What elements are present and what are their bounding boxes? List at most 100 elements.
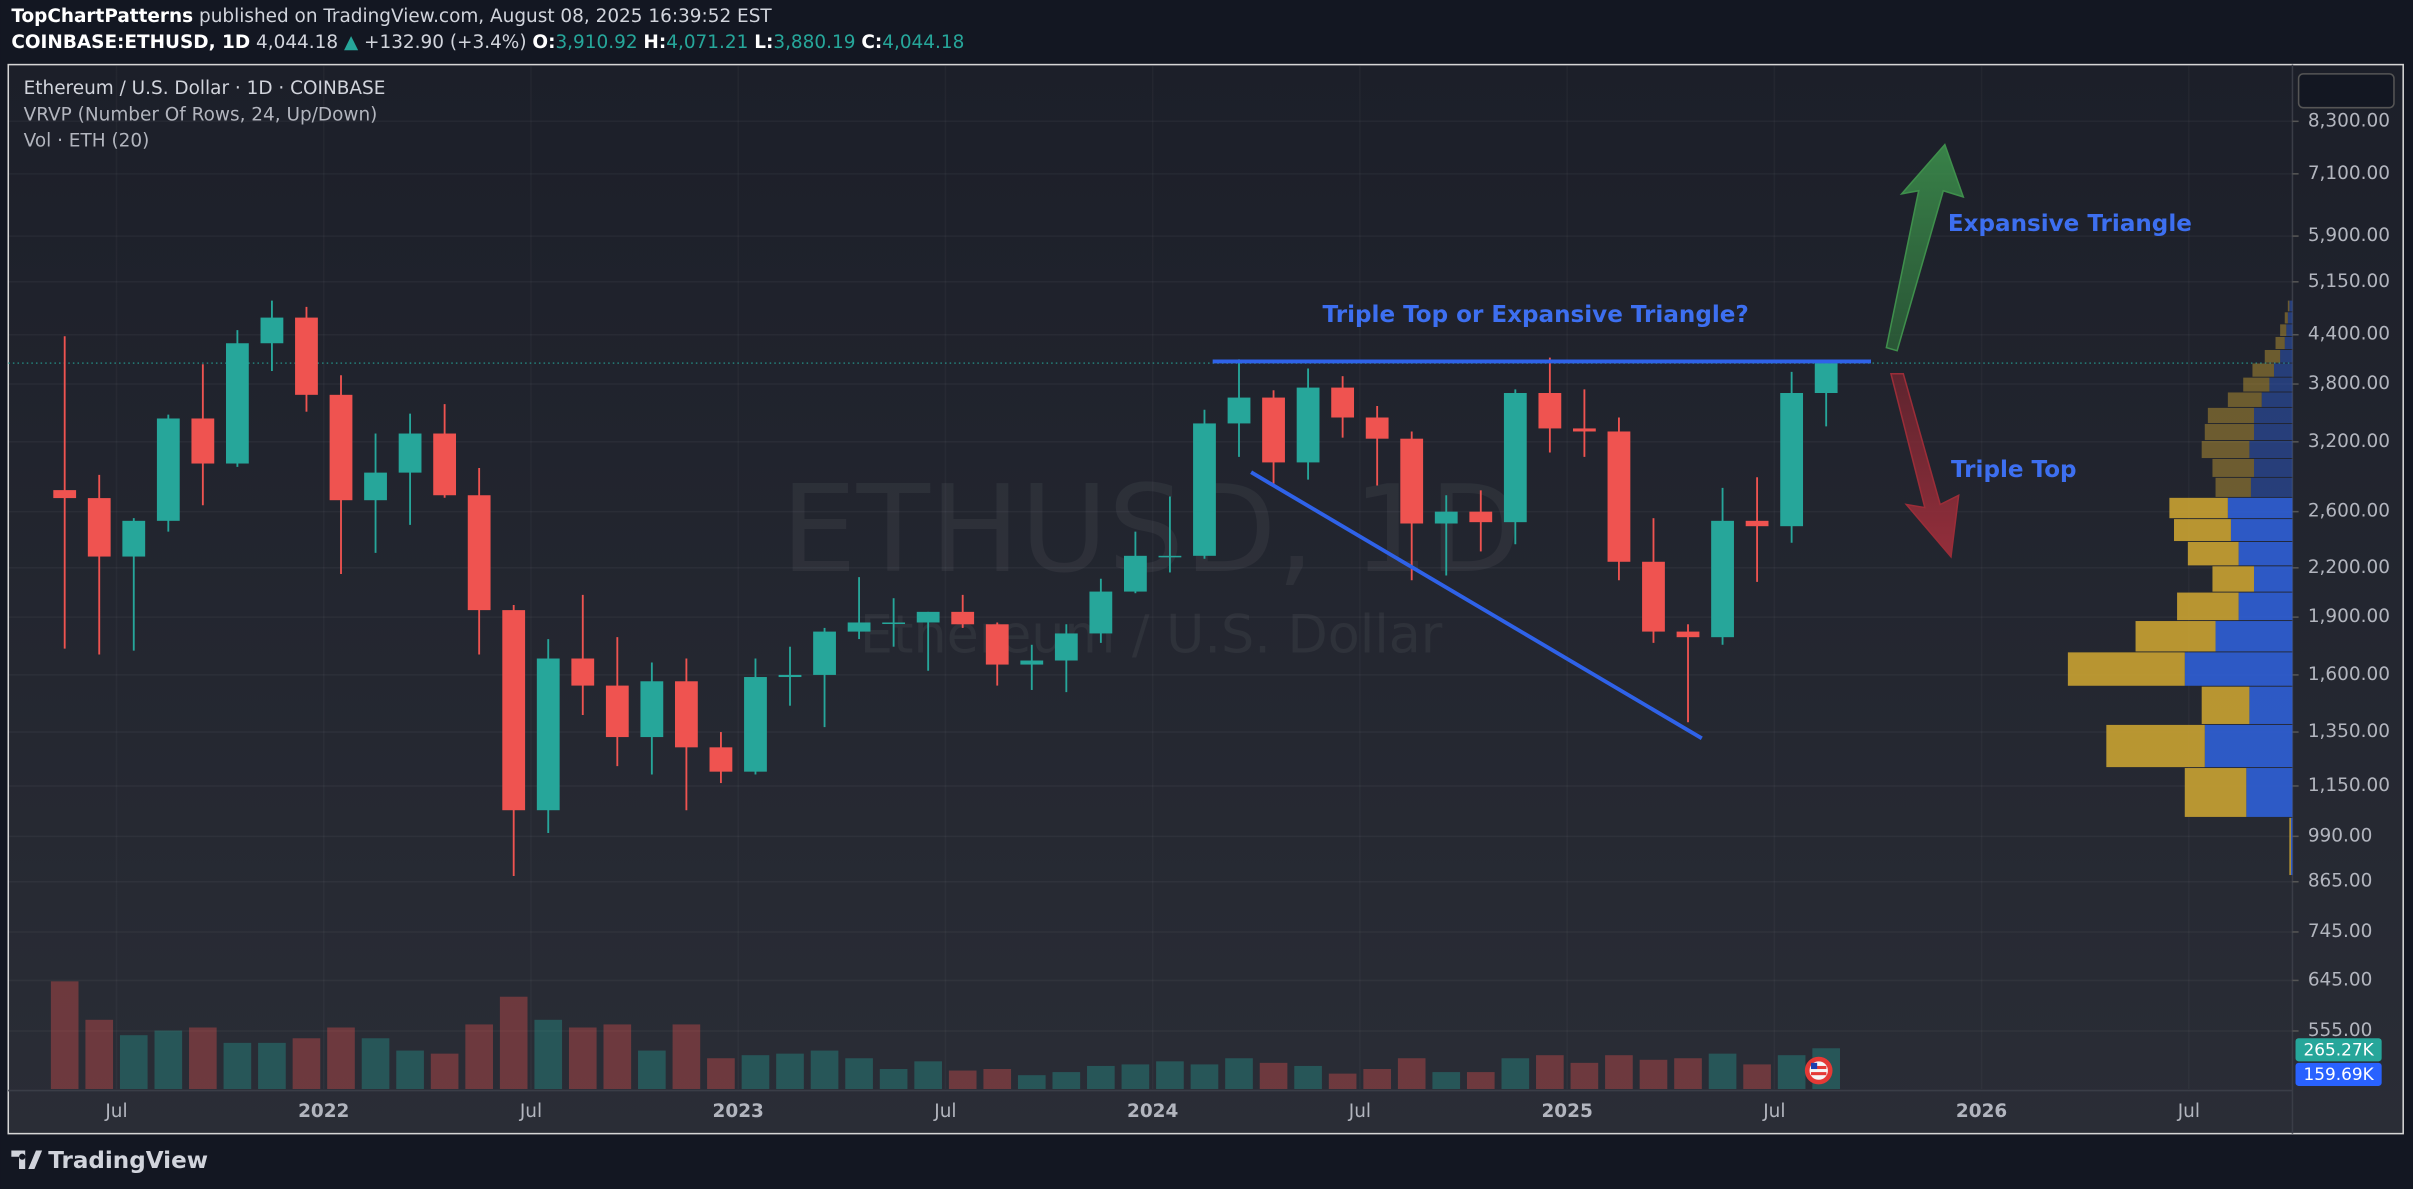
volume-bar: [396, 1050, 424, 1090]
profile-up: [2230, 519, 2293, 542]
volume-bar: [499, 996, 528, 1090]
volume-bar: [1777, 1055, 1806, 1090]
profile-up: [2238, 592, 2293, 621]
volume-bar: [879, 1069, 908, 1090]
candle-body: [1642, 561, 1665, 632]
volume-bar: [1052, 1072, 1081, 1090]
profile-up: [2284, 336, 2293, 350]
volume-bar: [1397, 1058, 1426, 1090]
y-tick-label: 7,100.00: [2308, 163, 2390, 184]
profile-down: [2227, 392, 2262, 407]
profile-down: [2187, 541, 2239, 566]
profile-up: [2261, 392, 2293, 407]
ohlc-label: C:: [861, 32, 882, 53]
y-tick-label: 1,150.00: [2308, 775, 2390, 796]
profile-up: [2286, 324, 2293, 337]
profile-up: [2250, 477, 2293, 497]
candle-body: [1089, 591, 1113, 634]
profile-down: [2106, 724, 2205, 768]
volume-bar: [810, 1050, 839, 1090]
x-tick-label: Jul: [933, 1101, 956, 1122]
profile-up: [2184, 652, 2293, 686]
candle-body: [640, 681, 664, 738]
profile-down: [2169, 497, 2228, 519]
grid: [8, 120, 2299, 1032]
volume-bar: [258, 1042, 286, 1090]
y-tick-label: 1,350.00: [2308, 721, 2390, 742]
profile-down: [2284, 312, 2288, 324]
profile-down: [2252, 363, 2274, 377]
labels: TopChartPatterns published on TradingVie…: [11, 6, 2390, 1174]
volume-bar: [534, 1019, 563, 1090]
candle-body: [1676, 631, 1700, 638]
y-tick-label: 865.00: [2308, 871, 2373, 892]
x-tick-label: 2026: [1956, 1101, 2007, 1122]
brand: TradingView: [48, 1148, 208, 1174]
profile-down: [2177, 592, 2239, 621]
volume-bar: [1639, 1059, 1668, 1090]
profile-down: [2135, 621, 2216, 652]
y-tick-label: 745.00: [2308, 921, 2373, 942]
profile-down: [2067, 652, 2185, 686]
x-tick-label: 2022: [298, 1101, 349, 1122]
volume-bar: [1466, 1072, 1495, 1090]
volume-bar: [85, 1019, 114, 1090]
volume-bar: [154, 1030, 183, 1090]
y-tick-label: 2,200.00: [2308, 557, 2390, 578]
published: published on TradingView.com, August 08,…: [199, 6, 772, 27]
volume-bar: [1674, 1058, 1702, 1090]
candle-body: [1262, 397, 1285, 463]
candle-body: [1331, 387, 1355, 418]
candle-body: [1434, 511, 1458, 524]
volume-label-box: [2295, 1038, 2382, 1062]
volume-label: 159.69K: [2303, 1064, 2374, 1084]
candle-body: [1054, 633, 1078, 661]
volume-bar: [1190, 1064, 1219, 1090]
volume-bar: [465, 1024, 493, 1090]
candle-body: [1573, 428, 1596, 432]
profile-up: [2238, 541, 2293, 566]
profile-up: [2253, 566, 2293, 592]
candle-body: [329, 394, 353, 501]
y-tick-label: 645.00: [2308, 969, 2373, 990]
ohlc-value: 4,071.21: [666, 32, 748, 53]
profile-up: [2246, 768, 2293, 817]
candle-body: [1365, 417, 1389, 439]
profile-up: [2269, 377, 2293, 392]
publish-line: TopChartPatterns published on TradingVie…: [11, 6, 772, 27]
volume-bar: [1363, 1069, 1391, 1090]
price: 4,044.18: [256, 32, 338, 53]
volume-bar: [1156, 1061, 1184, 1090]
profile-up: [2289, 300, 2293, 312]
volume-bar: [1259, 1062, 1288, 1090]
change: +132.90 (+3.4%): [364, 32, 527, 53]
candle-body: [1538, 393, 1562, 429]
y-tick-label: 3,800.00: [2308, 373, 2390, 394]
ohlc-label: H:: [643, 32, 666, 53]
profile-up: [2280, 349, 2293, 363]
annotation: Triple Top or Expansive Triangle?: [1323, 302, 1749, 328]
candle-body: [674, 681, 698, 748]
candle-body: [1503, 393, 1527, 523]
currency-button[interactable]: [2297, 73, 2395, 109]
volume: [50, 981, 1840, 1090]
y-tick-label: 1,600.00: [2308, 664, 2390, 685]
candle-body: [985, 624, 1009, 665]
volume-bar: [776, 1053, 804, 1090]
volume-bar: [983, 1069, 1012, 1090]
profile-down: [2201, 686, 2250, 724]
volume-bar: [568, 1027, 597, 1090]
profile-up: [2290, 817, 2293, 876]
candle-body: [260, 317, 284, 344]
volume-bar: [672, 1024, 701, 1090]
candle-body: [191, 418, 215, 464]
profile-down: [2174, 519, 2231, 542]
profile-up: [2253, 424, 2293, 441]
x-tick-label: Jul: [1762, 1101, 1785, 1122]
candle-body: [398, 433, 422, 473]
volume-bar: [1743, 1064, 1771, 1090]
candle-body: [1469, 511, 1493, 523]
candle-body: [536, 658, 560, 811]
candle-body: [87, 498, 111, 557]
